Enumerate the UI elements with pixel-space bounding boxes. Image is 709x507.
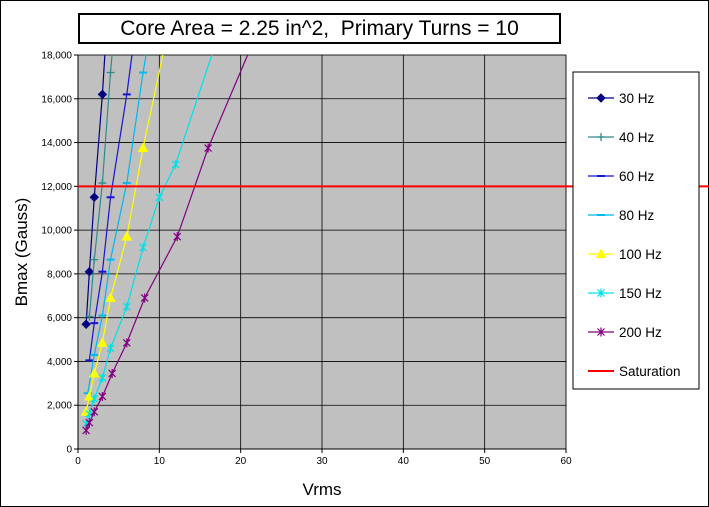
x-tick-label: 40 [398, 456, 410, 467]
data-point [90, 394, 99, 404]
data-point [171, 159, 180, 169]
data-point [106, 343, 115, 353]
y-tick-label: 2,000 [47, 401, 72, 412]
x-tick-label: 30 [316, 456, 328, 467]
series-line [85, 54, 213, 425]
axes [74, 54, 567, 453]
legend-label: 60 Hz [619, 169, 655, 184]
legend-item: 60 Hz [588, 169, 655, 184]
data-point [88, 367, 100, 378]
data-point [97, 89, 108, 100]
legend-item: 150 Hz [588, 286, 662, 301]
legend-item: 40 Hz [588, 130, 655, 145]
y-tick-label: 8,000 [47, 269, 72, 280]
legend-label: 80 Hz [619, 208, 655, 223]
legend-label: Saturation [619, 364, 681, 379]
legend-label: 100 Hz [619, 247, 662, 262]
x-tick-label: 0 [75, 456, 81, 467]
series-line [88, 54, 133, 361]
y-tick-label: 6,000 [47, 313, 72, 324]
series-100-hz [80, 54, 164, 416]
data-point [84, 266, 95, 277]
data-point [85, 418, 94, 428]
data-point [90, 407, 99, 417]
data-point [105, 292, 116, 302]
data-point [121, 231, 133, 241]
y-tick-label: 14,000 [41, 138, 72, 149]
data-point [155, 192, 164, 202]
y-tick-label: 4,000 [47, 357, 72, 368]
y-tick-label: 0 [66, 445, 72, 456]
data-point [81, 319, 91, 329]
data-point [137, 142, 149, 153]
data-point [106, 68, 115, 77]
data-point [98, 391, 107, 401]
legend: 30 Hz 40 Hz 60 Hz 80 Hz 100 Hz 150 Hz 200 Hz Sa… [572, 71, 700, 390]
legend-marker [596, 93, 606, 103]
x-tick-label: 60 [560, 456, 572, 467]
y-tick-labels: 0 2,000 4,000 6,000 8,000 10,000 12,000 14,000 1… [41, 51, 72, 456]
y-tick-label: 10,000 [41, 226, 72, 237]
data-point [122, 338, 131, 348]
x-tick-label: 50 [479, 456, 491, 467]
series-60-hz [85, 54, 133, 362]
legend-items: 30 Hz 40 Hz 60 Hz 80 Hz 100 Hz 150 Hz 200 Hz Sa… [588, 91, 681, 379]
data-point [122, 302, 131, 312]
series-line [85, 54, 249, 431]
legend-marker [597, 133, 605, 141]
data-point [173, 232, 182, 242]
x-tick-labels: 0 10 20 30 40 50 60 [75, 456, 572, 467]
legend-item: Saturation [588, 364, 681, 379]
legend-item: 80 Hz [588, 208, 655, 223]
legend-item: 200 Hz [588, 325, 662, 340]
y-tick-label: 16,000 [41, 94, 72, 105]
y-tick-label: 12,000 [41, 182, 72, 193]
y-tick-label: 18,000 [41, 51, 72, 62]
legend-label: 200 Hz [619, 325, 662, 340]
legend-item: 100 Hz [588, 247, 662, 262]
data-point [139, 243, 147, 253]
series-30-hz [81, 54, 108, 329]
legend-box [572, 71, 700, 390]
data-point [90, 255, 99, 264]
data-point [85, 312, 94, 321]
legend-label: 40 Hz [619, 130, 655, 145]
data-point [98, 373, 107, 383]
data-point [204, 143, 213, 153]
data-point [140, 293, 149, 303]
data-point [108, 368, 117, 378]
series-150-hz [82, 54, 213, 429]
legend-marker [595, 248, 607, 258]
legend-label: 150 Hz [619, 286, 662, 301]
y-axis-title: Bmax (Gauss) [12, 198, 31, 307]
data-point [89, 192, 99, 202]
x-tick-label: 20 [235, 456, 247, 467]
chart-title: Core Area = 2.25 in^2, Primary Turns = 1… [78, 13, 561, 44]
legend-item: 30 Hz [588, 91, 655, 106]
legend-marker [597, 327, 605, 337]
x-tick-label: 10 [154, 456, 166, 467]
legend-label: 30 Hz [619, 91, 655, 106]
x-axis-title: Vrms [302, 480, 341, 499]
series-200-hz [82, 54, 249, 435]
data-point [97, 337, 108, 347]
data-point [82, 425, 91, 435]
legend-marker [597, 288, 605, 298]
